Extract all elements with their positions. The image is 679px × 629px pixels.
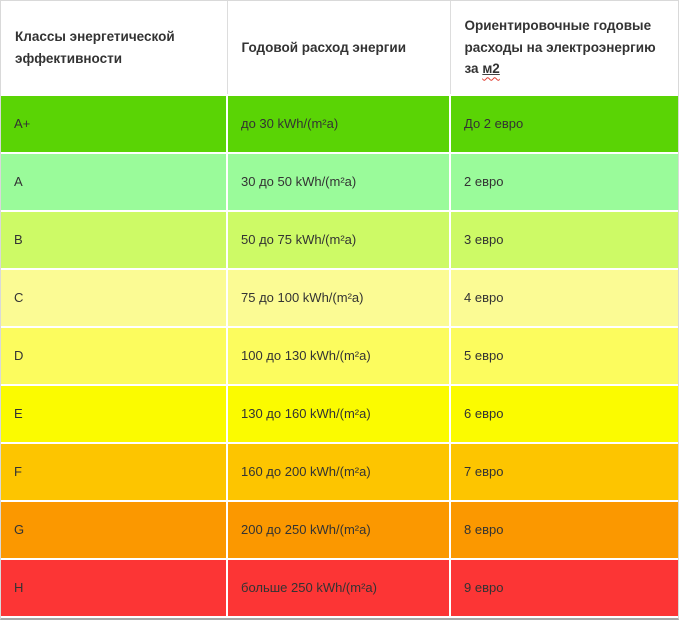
header-class-column: Классы энергетической эффективности <box>1 1 228 95</box>
header-cost-column: Ориентировочные годовые расходы на элект… <box>450 1 678 95</box>
consumption-cell: больше 250 kWh/(m²a) <box>226 558 451 618</box>
class-cell: C <box>1 268 228 328</box>
consumption-cell: 130 до 160 kWh/(m²a) <box>226 384 451 444</box>
table-row: F 160 до 200 kWh/(m²a) 7 евро <box>1 442 678 502</box>
class-cell: G <box>1 500 228 560</box>
energy-efficiency-table: Классы энергетической эффективности Годо… <box>1 1 678 618</box>
cost-cell: 4 евро <box>449 268 678 328</box>
consumption-cell: 75 до 100 kWh/(m²a) <box>226 268 451 328</box>
m2-link[interactable]: м2 <box>482 61 500 76</box>
table-row: A 30 до 50 kWh/(m²a) 2 евро <box>1 152 678 212</box>
cost-cell: 6 евро <box>449 384 678 444</box>
consumption-cell: 30 до 50 kWh/(m²a) <box>226 152 451 212</box>
header-consumption-column: Годовой расход энергии <box>227 1 451 95</box>
consumption-cell: до 30 kWh/(m²a) <box>226 94 451 154</box>
cost-cell: 8 евро <box>449 500 678 560</box>
m2-link-label: м2 <box>482 61 500 77</box>
table-row: E 130 до 160 kWh/(m²a) 6 евро <box>1 384 678 444</box>
cost-cell: 5 евро <box>449 326 678 386</box>
table-body: A+ до 30 kWh/(m²a) До 2 евро A 30 до 50 kWh/… <box>1 94 678 618</box>
class-cell: B <box>1 210 228 270</box>
consumption-cell: 200 до 250 kWh/(m²a) <box>226 500 451 560</box>
class-cell: D <box>1 326 228 386</box>
cost-cell: До 2 евро <box>449 94 678 154</box>
consumption-cell: 100 до 130 kWh/(m²a) <box>226 326 451 386</box>
class-cell: A+ <box>1 94 228 154</box>
class-cell: E <box>1 384 228 444</box>
header-cost-text: Ориентировочные годовые расходы на элект… <box>464 18 656 77</box>
cost-cell: 2 евро <box>449 152 678 212</box>
cost-cell: 7 евро <box>449 442 678 502</box>
class-cell: F <box>1 442 228 502</box>
table-row: C 75 до 100 kWh/(m²a) 4 евро <box>1 268 678 328</box>
table-row: A+ до 30 kWh/(m²a) До 2 евро <box>1 94 678 154</box>
table-row: G 200 до 250 kWh/(m²a) 8 евро <box>1 500 678 560</box>
class-cell: H <box>1 558 228 618</box>
cost-cell: 9 евро <box>449 558 678 618</box>
consumption-cell: 50 до 75 kWh/(m²a) <box>226 210 451 270</box>
consumption-cell: 160 до 200 kWh/(m²a) <box>226 442 451 502</box>
table-row: D 100 до 130 kWh/(m²a) 5 евро <box>1 326 678 386</box>
cost-cell: 3 евро <box>449 210 678 270</box>
header-row: Классы энергетической эффективности Годо… <box>1 1 678 95</box>
class-cell: A <box>1 152 228 212</box>
table-row: B 50 до 75 kWh/(m²a) 3 евро <box>1 210 678 270</box>
